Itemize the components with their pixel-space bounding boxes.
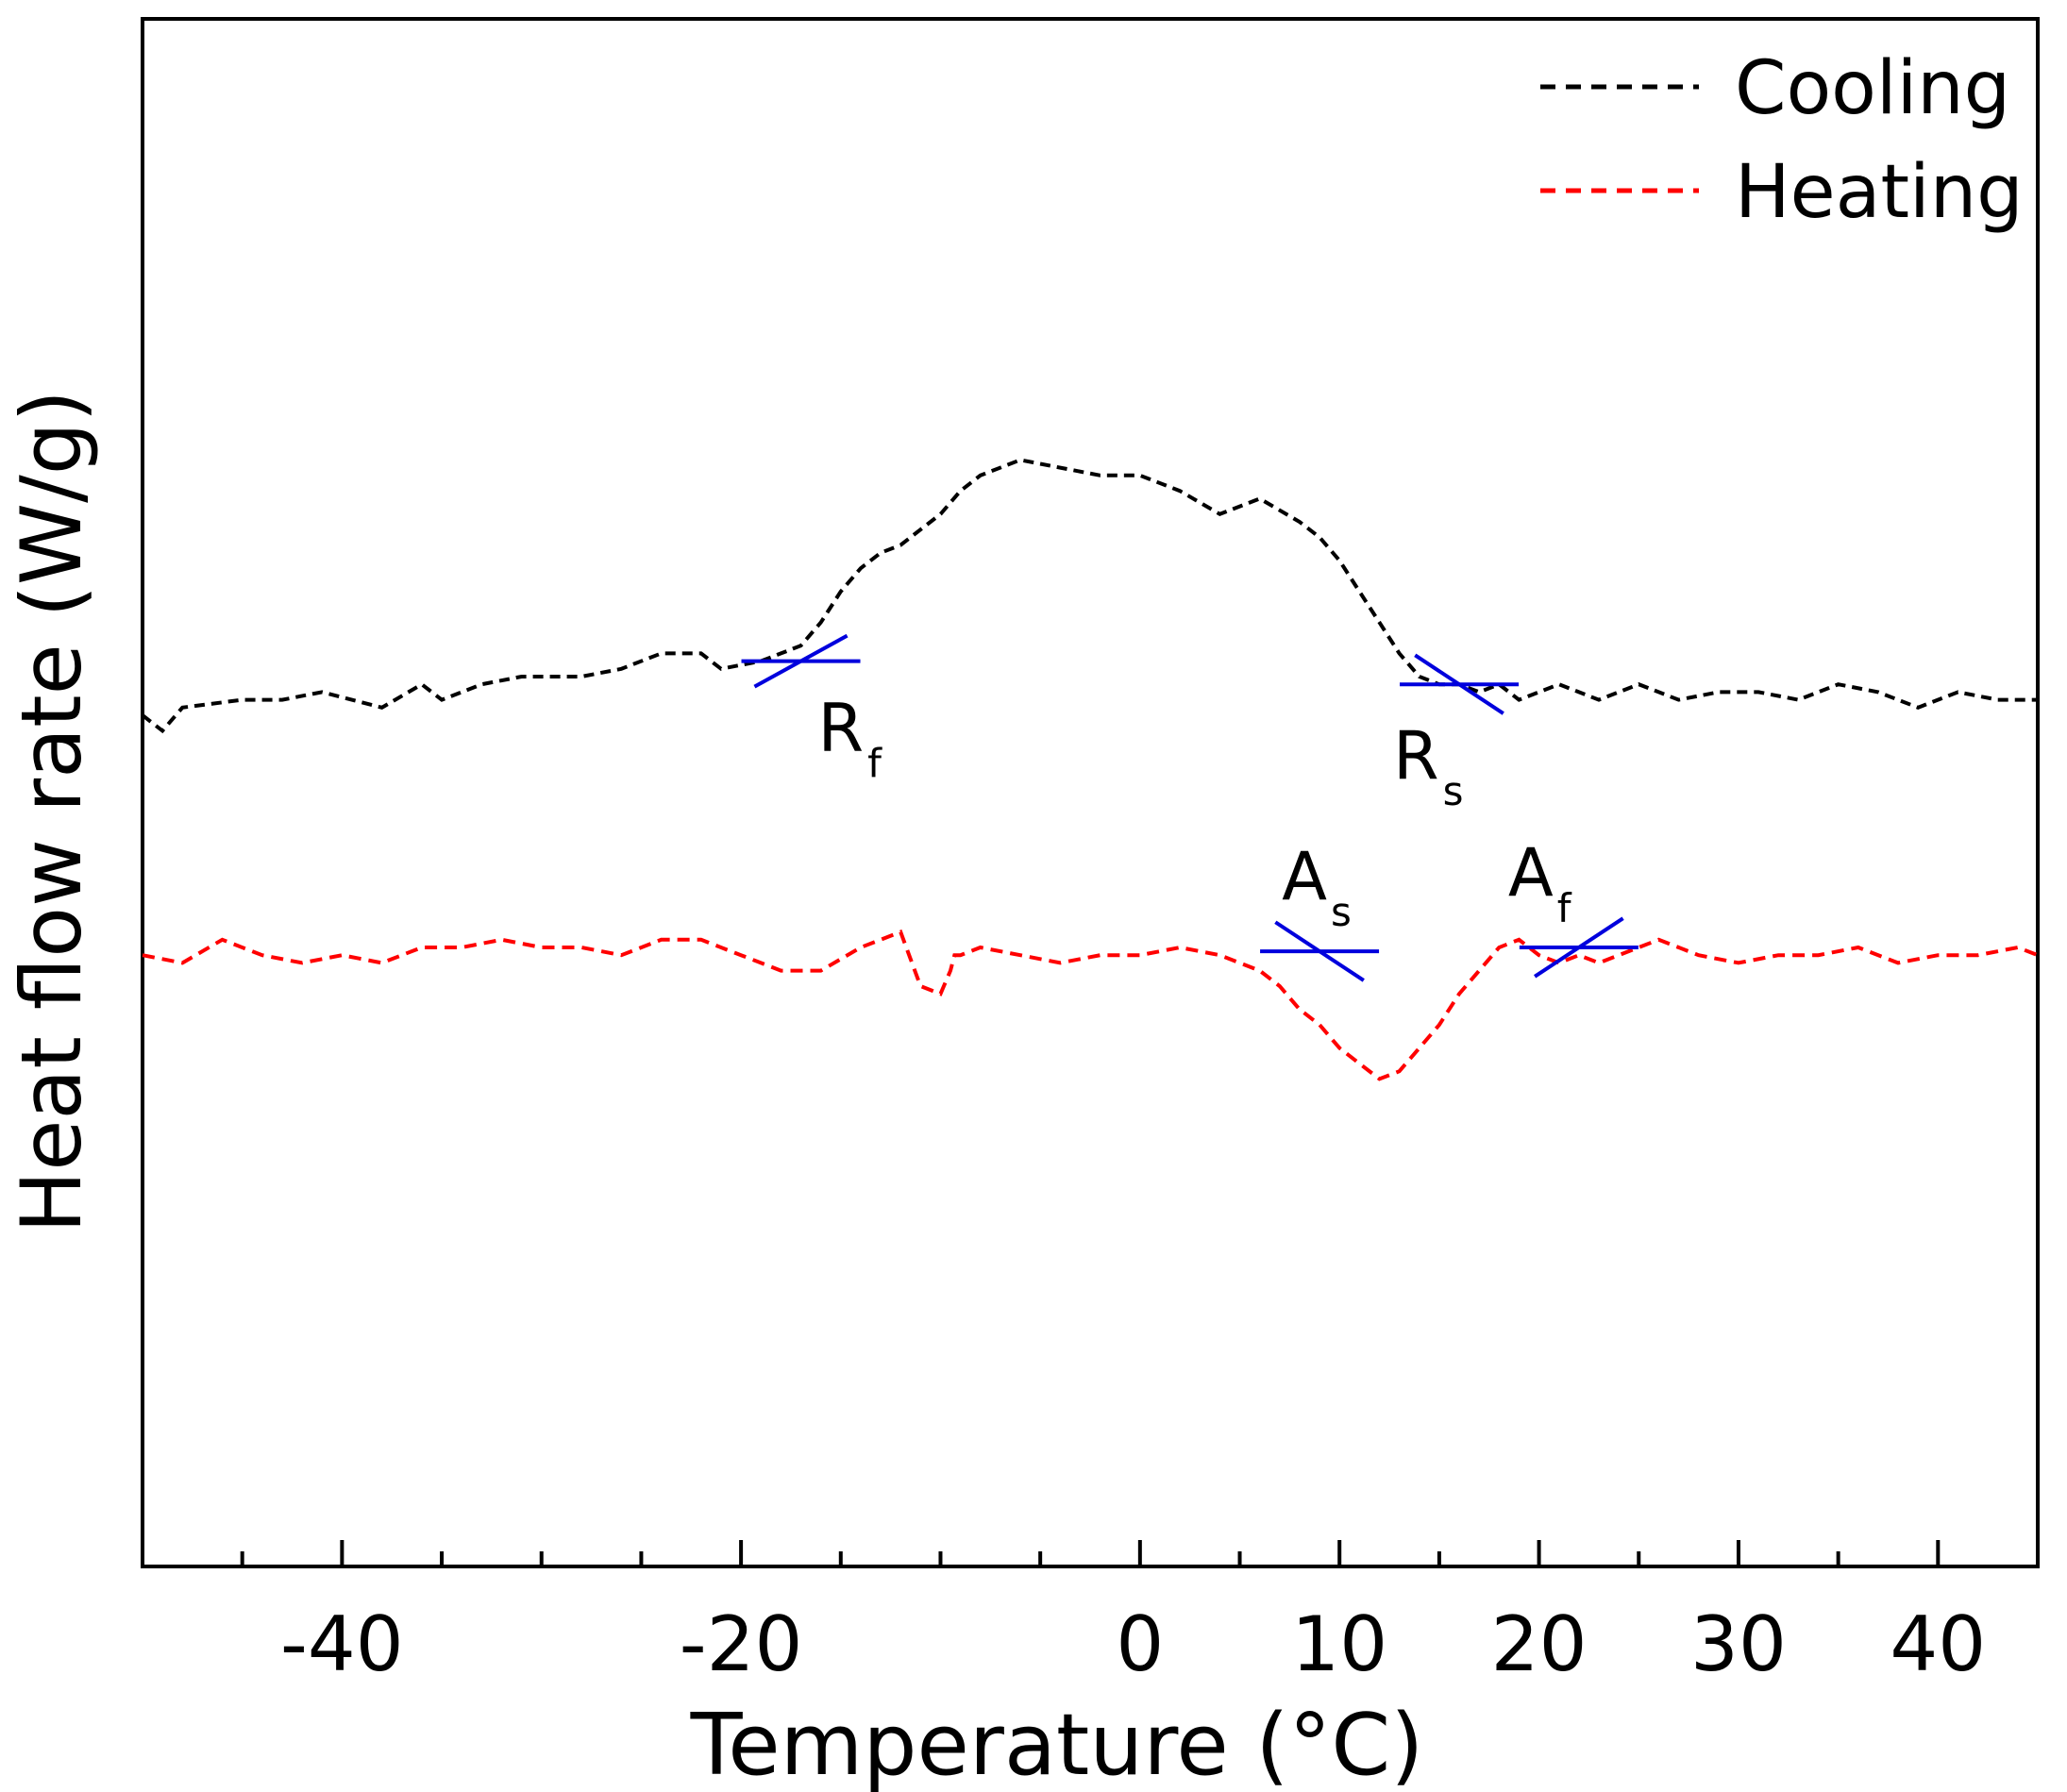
annotation-As: As: [1260, 838, 1380, 982]
x-tick-label: -20: [680, 1600, 803, 1688]
annotation-tangent: [753, 633, 849, 689]
annotation-subscript: s: [1443, 768, 1464, 814]
x-tick-label: 10: [1291, 1600, 1387, 1688]
series-line-cooling: [141, 458, 2038, 734]
annotation-label: As: [1282, 838, 1352, 935]
x-tick-label: 40: [1890, 1600, 1986, 1688]
annotation-subscript: f: [1557, 885, 1572, 931]
annotation-tangent: [1534, 916, 1624, 979]
annotation-Rf: Rf: [741, 633, 883, 787]
x-axis-ticks: [141, 1540, 2040, 1566]
annotation-Rs: Rs: [1393, 653, 1520, 814]
annotation-label: Rf: [818, 690, 883, 787]
legend-item-heating: Heating: [1540, 150, 2024, 235]
annotation-tangent: [1274, 920, 1365, 982]
annotation-label: Af: [1508, 834, 1572, 931]
series-layer: [141, 458, 2039, 1081]
legend: Cooling Heating: [1540, 46, 2024, 235]
y-axis-label: Heat flow rate (W/g): [3, 390, 100, 1233]
x-tick-label: -40: [280, 1600, 404, 1688]
legend-label: Heating: [1735, 150, 2024, 235]
annotation-subscript: s: [1331, 889, 1352, 935]
x-tick-label: 0: [1116, 1600, 1164, 1688]
annotation-subscript: f: [867, 741, 882, 787]
annotation-Af: Af: [1508, 834, 1638, 979]
annotation-label: Rs: [1393, 717, 1464, 814]
x-tick-label: 30: [1690, 1600, 1787, 1688]
series-line-heating: [142, 929, 2039, 1081]
x-axis-tick-labels: -40 -20 0 10 20 30 40: [280, 1600, 1986, 1688]
annotation-tangent: [1414, 653, 1504, 715]
plot-frame: [141, 17, 2040, 1568]
legend-item-cooling: Cooling: [1540, 46, 2010, 131]
x-tick-label: 20: [1491, 1600, 1588, 1688]
x-axis-label: Temperature (°C): [690, 1696, 1424, 1792]
legend-label: Cooling: [1735, 46, 2010, 131]
